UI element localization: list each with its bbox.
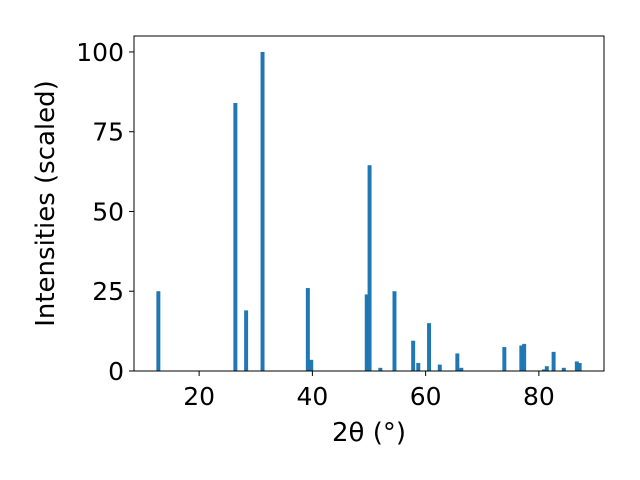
bar bbox=[378, 367, 383, 371]
bar bbox=[551, 351, 556, 371]
bar bbox=[459, 367, 464, 371]
x-tick-label: 20 bbox=[183, 382, 215, 411]
y-tick-label: 25 bbox=[92, 277, 124, 306]
bar bbox=[260, 51, 265, 371]
bar bbox=[367, 165, 372, 371]
bar bbox=[233, 103, 238, 371]
bar bbox=[244, 310, 249, 371]
x-tick-label: 40 bbox=[296, 382, 328, 411]
bar bbox=[577, 363, 582, 371]
bars-group bbox=[156, 51, 582, 371]
y-tick-label: 100 bbox=[76, 38, 124, 67]
bar bbox=[305, 288, 310, 371]
y-tick-label: 75 bbox=[92, 118, 124, 147]
bar bbox=[522, 343, 527, 371]
plot-frame bbox=[133, 35, 605, 372]
bar bbox=[455, 353, 460, 371]
bar bbox=[502, 347, 507, 371]
y-tick-label: 0 bbox=[108, 357, 124, 386]
bar bbox=[364, 294, 369, 371]
x-axis-label: 2θ (°) bbox=[332, 418, 406, 448]
bar bbox=[156, 291, 161, 371]
x-axis-ticks: 20 40 60 80 bbox=[183, 371, 555, 411]
bar bbox=[574, 361, 579, 371]
bar bbox=[392, 291, 397, 371]
bar bbox=[437, 364, 442, 371]
x-tick-label: 60 bbox=[410, 382, 442, 411]
bar bbox=[519, 345, 524, 371]
bar bbox=[541, 369, 546, 371]
bar bbox=[427, 323, 432, 371]
y-tick-label: 50 bbox=[92, 197, 124, 226]
bar bbox=[561, 367, 566, 371]
y-axis-label: Intensities (scaled) bbox=[31, 80, 61, 327]
x-tick-label: 80 bbox=[523, 382, 555, 411]
bar bbox=[416, 363, 421, 371]
bar bbox=[309, 359, 314, 371]
y-axis-ticks: 0 25 50 75 100 bbox=[76, 38, 134, 386]
bar bbox=[544, 366, 549, 371]
bar bbox=[411, 340, 416, 371]
